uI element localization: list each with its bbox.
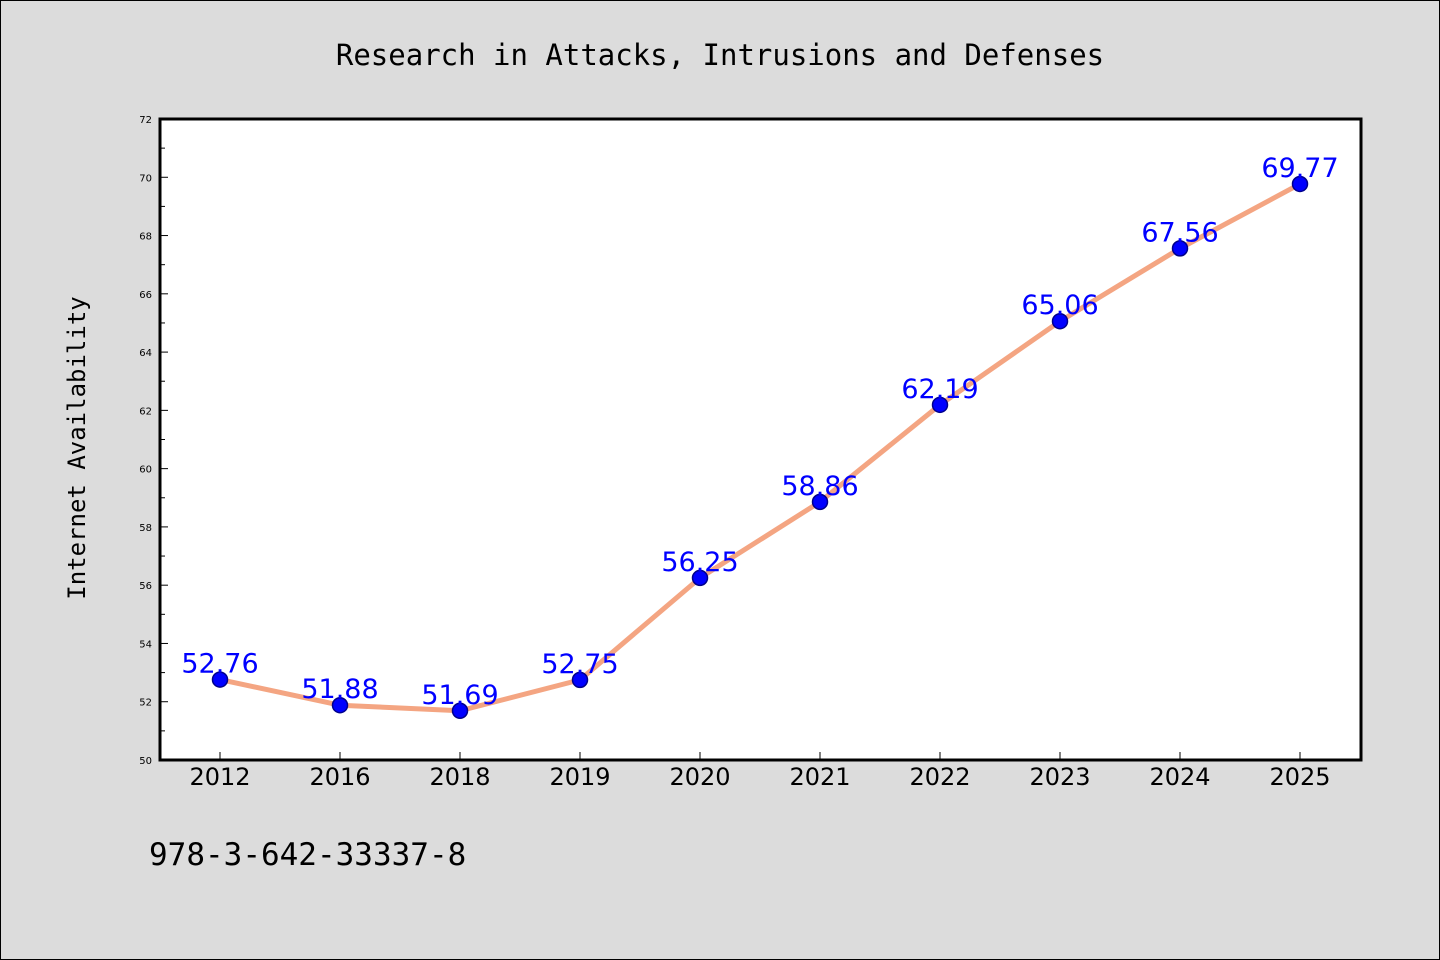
y-tick-label: 72: [139, 115, 152, 126]
x-axis-ticks: 2012 2016 2018 2019 2020 2021 2022 2023 2024 2025: [189, 752, 1331, 791]
y-tick-label: 54: [139, 639, 152, 650]
data-point: [451, 702, 469, 720]
data-point: [811, 493, 829, 511]
data-point: [1291, 175, 1309, 193]
data-point: [931, 396, 949, 414]
y-tick-label: 62: [139, 406, 152, 417]
data-point: [331, 696, 349, 714]
data-label: 62.19: [901, 374, 978, 405]
data-label: 67.56: [1141, 217, 1218, 248]
x-tick-label: 2021: [789, 763, 850, 791]
series-line: [217, 181, 1303, 714]
data-label: 58.86: [781, 471, 858, 502]
data-label: 52.76: [181, 649, 258, 680]
data-label: 69.77: [1261, 153, 1338, 184]
y-tick-label: 58: [139, 523, 152, 534]
y-tick-label: 68: [139, 232, 152, 243]
y-tick-label: 60: [139, 465, 152, 476]
chart-title: Research in Attacks, Intrusions and Defe…: [336, 38, 1104, 72]
x-tick-label: 2024: [1149, 763, 1210, 791]
y-tick-label: 56: [139, 581, 152, 592]
y-tick-label: 50: [139, 756, 152, 767]
x-tick-label: 2020: [669, 763, 730, 791]
x-tick-label: 2022: [909, 763, 970, 791]
data-label: 52.75: [541, 649, 618, 680]
y-tick-label: 64: [139, 348, 152, 359]
data-label: 51.69: [421, 680, 498, 711]
plot-area: [158, 117, 1363, 762]
x-tick-label: 2023: [1029, 763, 1090, 791]
data-labels: 52.76 51.88 51.69 52.75 56.25 58.86 62.19 65.06…: [181, 153, 1338, 711]
y-tick-label: 66: [139, 290, 152, 301]
x-tick-label: 2019: [549, 763, 610, 791]
data-point: [211, 671, 229, 688]
data-point: [1171, 240, 1189, 257]
series-markers: [211, 175, 1309, 720]
x-tick-label: 2025: [1269, 763, 1330, 791]
y-axis-label: Internet Availability: [63, 296, 91, 599]
y-tick-label: 52: [139, 698, 152, 709]
y-axis-ticks: 50 52 54 56 58 60 62 64 66 68 70 72: [139, 115, 168, 767]
data-label: 51.88: [301, 674, 378, 705]
series-lines: [217, 181, 1303, 714]
x-tick-label: 2018: [429, 763, 490, 791]
data-point: [571, 671, 589, 689]
x-tick-label: 2012: [189, 763, 250, 791]
data-point: [1051, 312, 1069, 330]
data-label: 56.25: [661, 547, 738, 578]
x-tick-label: 2016: [309, 763, 370, 791]
isbn-annotation: 978-3-642-33337-8: [149, 837, 466, 873]
y-tick-label: 70: [139, 173, 152, 184]
data-label: 65.06: [1021, 290, 1098, 321]
data-point: [691, 569, 709, 587]
